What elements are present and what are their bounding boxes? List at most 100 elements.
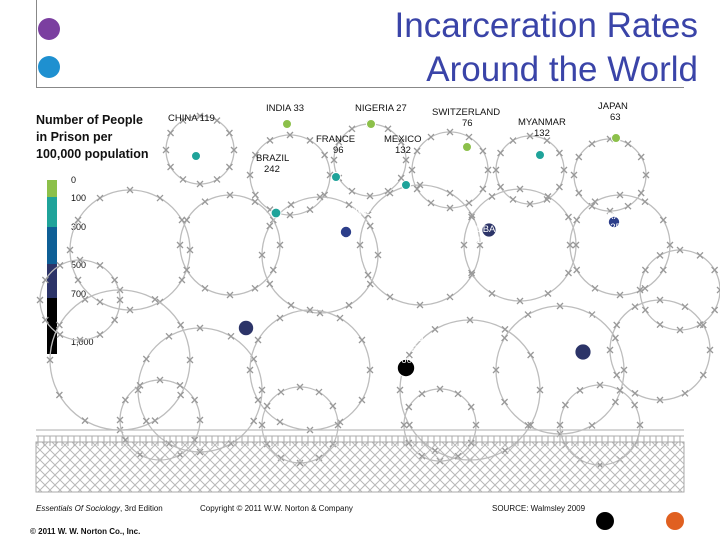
barb xyxy=(509,195,517,203)
value-rwanda: 593 xyxy=(226,310,242,321)
label-mexico: MEXICO xyxy=(384,134,421,145)
barb xyxy=(397,174,405,182)
barb xyxy=(467,403,475,411)
legend-color-band xyxy=(47,298,57,354)
legend-title-line: in Prison per xyxy=(36,130,113,144)
legend-color-band xyxy=(47,197,57,227)
barbed-wire-coil xyxy=(495,135,565,205)
barb xyxy=(501,398,509,406)
barb xyxy=(706,346,714,354)
barb xyxy=(226,191,234,199)
barb xyxy=(624,202,632,210)
barbed-wire-coil xyxy=(573,138,647,212)
barb xyxy=(96,331,104,339)
barb xyxy=(666,241,674,249)
barb xyxy=(364,211,372,219)
value-south-africa: 330 xyxy=(336,218,352,229)
bubble-india xyxy=(282,119,292,129)
barb xyxy=(413,147,421,155)
barb xyxy=(596,381,604,389)
barb xyxy=(126,306,134,314)
barb xyxy=(543,137,551,145)
barb xyxy=(468,269,475,277)
barb xyxy=(591,284,599,292)
bubble-russian-federation xyxy=(574,343,592,361)
nav-dot-blue[interactable] xyxy=(38,56,60,78)
barb xyxy=(156,194,164,202)
barb xyxy=(544,193,552,200)
frame-line-left xyxy=(36,0,37,88)
barb xyxy=(637,189,645,197)
barb xyxy=(156,376,164,384)
copyright-text: Copyright © 2011 W.W. Norton & Company xyxy=(200,504,353,513)
barbed-wire-coil xyxy=(609,299,711,401)
publisher-text: © 2011 W. W. Norton Co., Inc. xyxy=(30,527,141,536)
barb xyxy=(179,175,187,183)
barb xyxy=(418,390,426,398)
page-title: Incarceration Rates Around the World xyxy=(278,4,698,92)
legend-tick-label: 300 xyxy=(71,222,87,232)
label-india: INDIA 33 xyxy=(266,103,304,114)
barb xyxy=(246,171,254,179)
barb xyxy=(588,421,596,429)
barb xyxy=(427,133,435,141)
barb xyxy=(254,396,262,404)
barbed-wire-coil xyxy=(39,259,121,341)
value-myanmar: 132 xyxy=(534,128,550,139)
barb xyxy=(55,391,63,399)
barb xyxy=(177,391,185,399)
barb xyxy=(573,266,581,274)
fence-posts xyxy=(37,436,681,446)
barb xyxy=(573,216,581,224)
country-labels-on-dark: OUTH AFRIC 330 CUBA 513 ISRAEL 325 RWAND… xyxy=(214,207,632,366)
barb xyxy=(162,146,170,154)
barb xyxy=(269,266,277,274)
chain-link-fence xyxy=(35,441,685,493)
barb xyxy=(497,183,505,191)
barb xyxy=(251,191,259,199)
barb xyxy=(400,421,408,429)
legend-color-band xyxy=(47,227,57,264)
nav-dot-purple[interactable] xyxy=(38,18,60,40)
barb xyxy=(637,153,645,161)
barb xyxy=(251,151,259,159)
barb xyxy=(711,266,719,274)
barb xyxy=(96,261,104,269)
barb xyxy=(606,346,614,354)
source-text: SOURCE: Walmsley 2009 xyxy=(492,504,586,513)
barb xyxy=(225,129,233,137)
barbed-wire-coil xyxy=(639,249,720,331)
barb xyxy=(659,266,667,274)
barb xyxy=(446,293,454,301)
barb xyxy=(55,321,63,329)
barb xyxy=(316,193,324,201)
bubble-brazil xyxy=(270,207,282,219)
label-israel: ISRAEL xyxy=(598,211,632,222)
nav-dot-orange[interactable] xyxy=(666,512,684,530)
barb xyxy=(436,385,444,393)
barb xyxy=(446,128,454,136)
barb xyxy=(142,417,150,425)
bubble-japan xyxy=(611,133,621,143)
label-south-africa: OUTH AFRIC xyxy=(314,207,372,218)
barb xyxy=(116,296,124,304)
barb xyxy=(126,186,134,194)
label-france: FRANCE xyxy=(316,134,355,145)
label-russia-line-1: RUSSIAN xyxy=(552,314,594,325)
barb xyxy=(560,166,568,174)
barb xyxy=(336,314,344,322)
barb xyxy=(165,332,173,340)
barb xyxy=(588,311,596,319)
value-cuba: 513 xyxy=(471,235,487,246)
nav-dot-black[interactable] xyxy=(596,512,614,530)
frame-line-top xyxy=(36,87,684,88)
barb xyxy=(555,149,563,157)
barb xyxy=(676,246,684,254)
barb xyxy=(306,136,314,144)
barb xyxy=(196,180,204,188)
legend-tick-label: 700 xyxy=(71,289,87,299)
barb xyxy=(201,284,209,292)
barb xyxy=(334,421,342,429)
bubble-nigeria xyxy=(366,119,376,129)
barb xyxy=(465,199,473,207)
